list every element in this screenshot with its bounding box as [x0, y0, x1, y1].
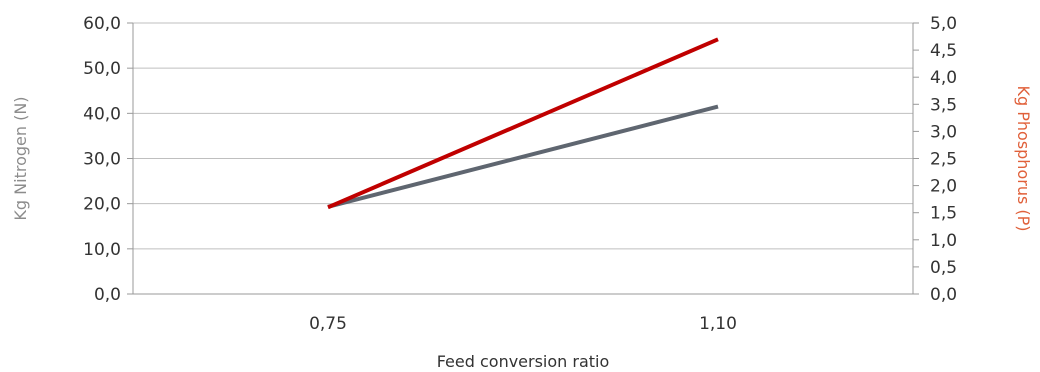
y-tick-label: 40,0	[83, 104, 121, 124]
y2-tick-label: 4,5	[930, 41, 957, 61]
x-tick-label: 1,10	[699, 314, 737, 334]
y-tick-label: 0,0	[94, 285, 121, 305]
series-line-1	[327, 104, 719, 209]
series	[327, 37, 719, 210]
gridlines	[133, 22, 913, 250]
y2-tick-label: 1,0	[930, 231, 957, 251]
y2-tick-label: 2,5	[930, 150, 957, 170]
y2-tick-label: 1,5	[930, 204, 957, 224]
axes	[127, 22, 919, 295]
y2-tick-label: 0,5	[930, 258, 957, 278]
y-axis-title-right: Kg Phosphorus (P)	[1014, 85, 1033, 231]
y-tick-label: 50,0	[83, 59, 121, 79]
y-axis-title-left: Kg Nitrogen (N)	[11, 96, 30, 220]
y2-tick-label: 3,0	[930, 122, 957, 142]
y2-tick-label: 5,0	[930, 14, 957, 34]
x-axis-title: Feed conversion ratio	[437, 352, 610, 371]
y2-tick-label: 2,0	[930, 177, 957, 197]
tick-labels: 0,0 10,0 20,0 30,0 40,0 50,0 60,0 0,0 0,5 1,0 1,5 2…	[83, 14, 957, 334]
y2-tick-label: 4,0	[930, 68, 957, 88]
series-line-2	[327, 37, 719, 210]
y-tick-label: 30,0	[83, 150, 121, 170]
y-tick-label: 20,0	[83, 195, 121, 215]
y-tick-label: 10,0	[83, 240, 121, 260]
x-tick-label: 0,75	[309, 314, 347, 334]
y2-tick-label: 3,5	[930, 95, 957, 115]
y2-tick-label: 0,0	[930, 285, 957, 305]
y-tick-label: 60,0	[83, 14, 121, 34]
